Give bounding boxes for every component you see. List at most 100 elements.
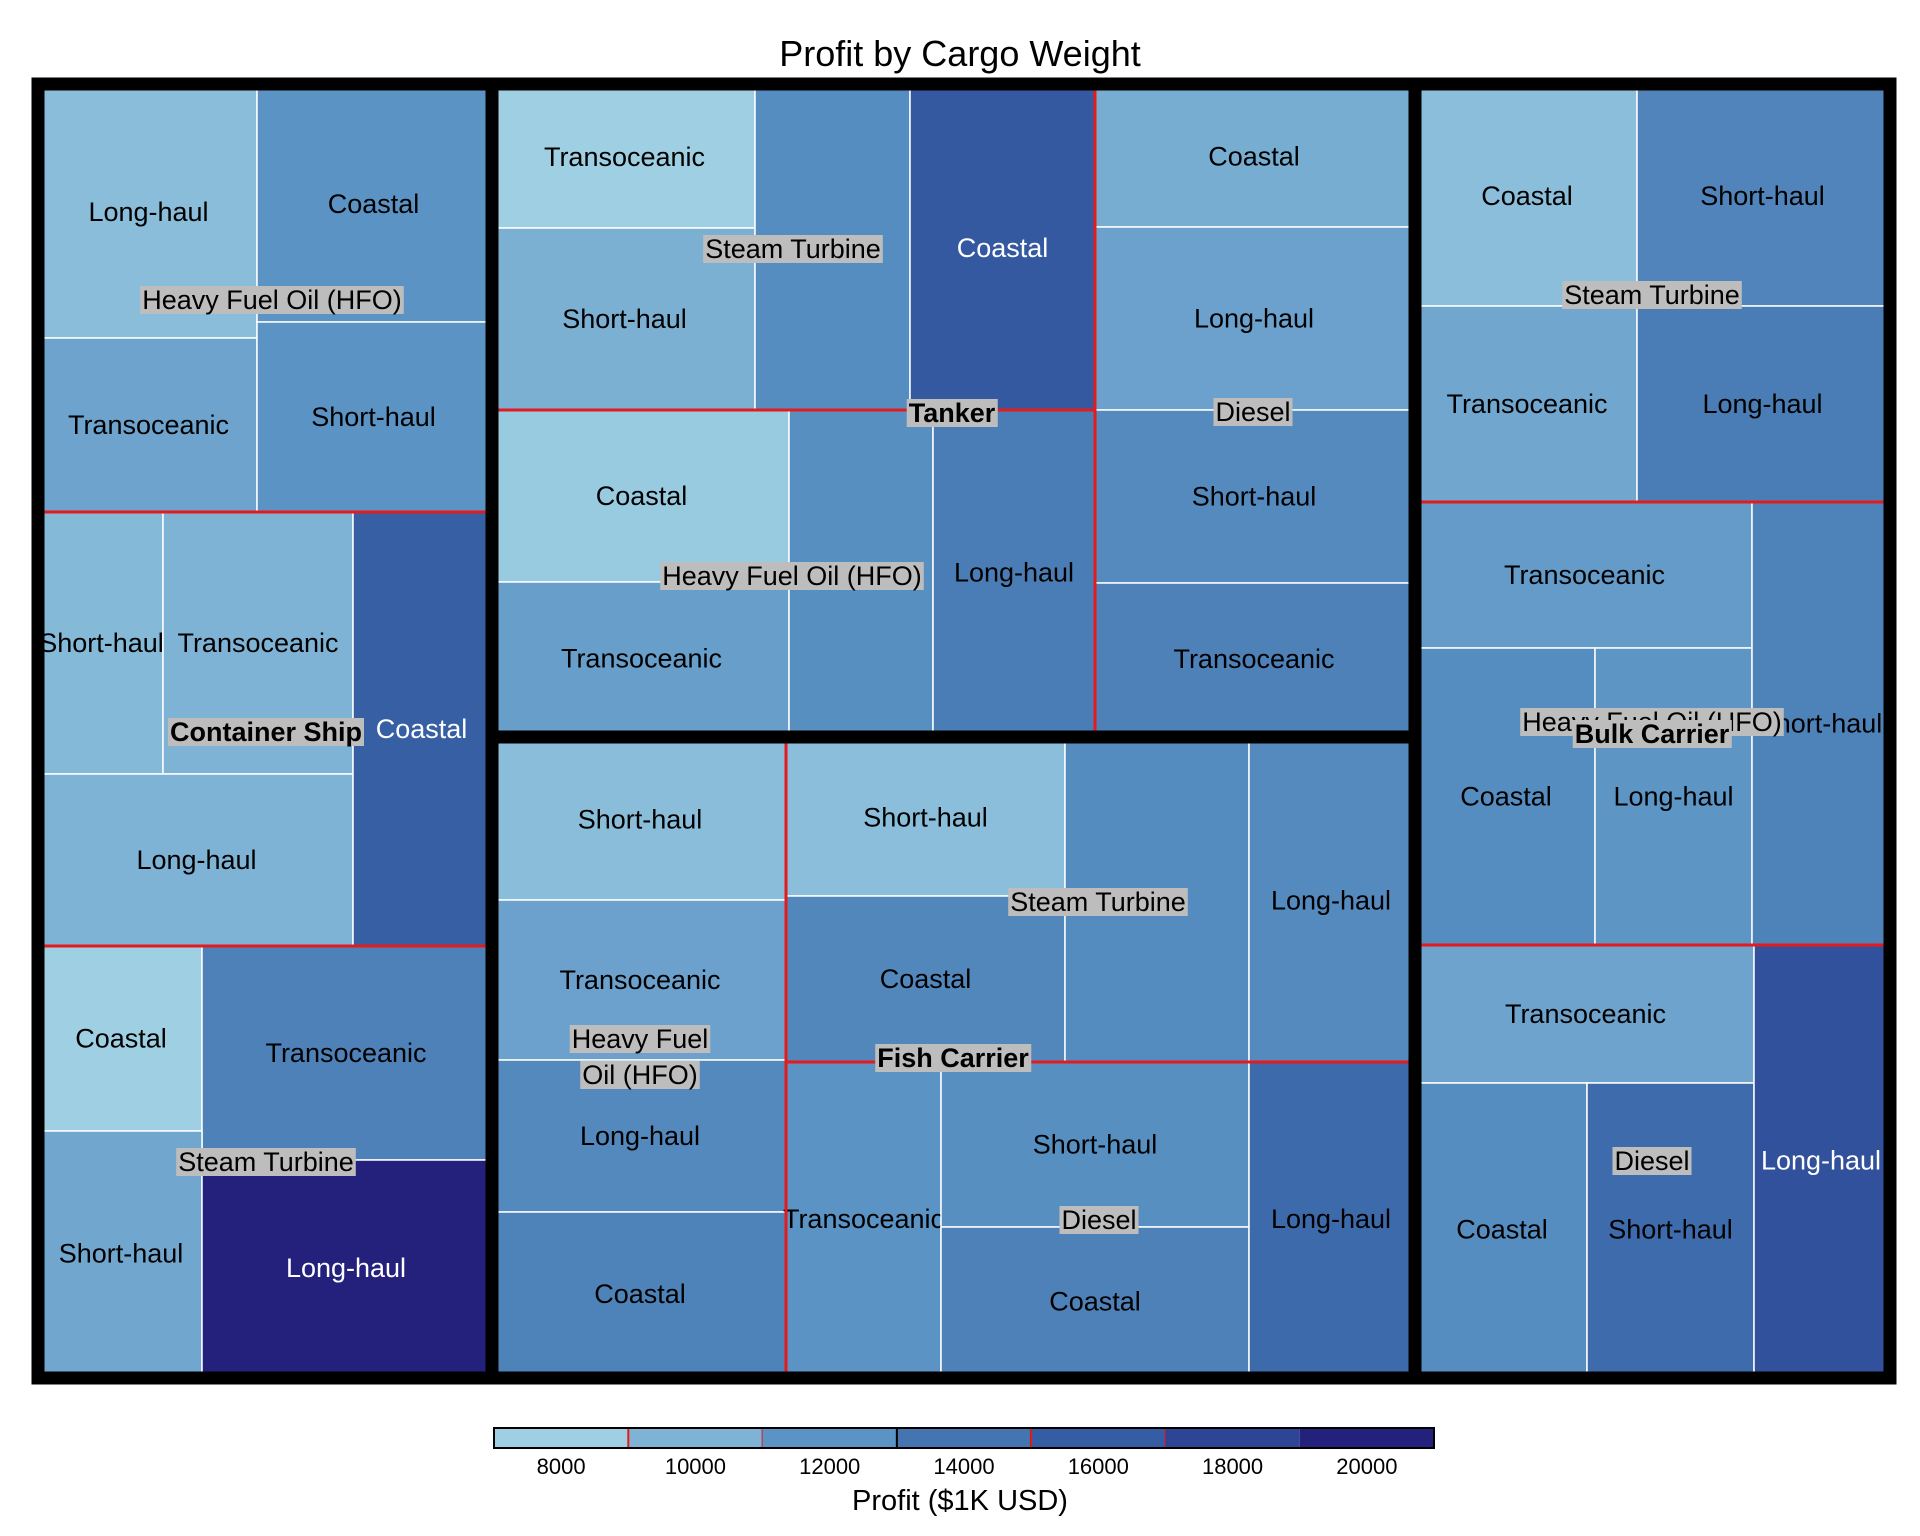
colorbar-tick-label: 10000 bbox=[665, 1454, 726, 1479]
leaf-label: Short-haul bbox=[39, 628, 164, 658]
leaf-label: Short-haul bbox=[1700, 181, 1825, 211]
leaf-label: Transoceanic bbox=[177, 628, 338, 658]
fuel-label-background bbox=[176, 1148, 356, 1176]
leaf-label: Coastal bbox=[1049, 1287, 1141, 1317]
leaf-label: Coastal bbox=[957, 233, 1049, 263]
ship-label-text: Fish Carrier bbox=[877, 1043, 1029, 1073]
leaf-label: Coastal bbox=[1460, 782, 1552, 812]
treemap-cell-container-ship-long-haul bbox=[39, 773, 354, 947]
treemap-cell-fish-carrier-transoceanic bbox=[785, 1061, 942, 1377]
ship-label-text: Tanker bbox=[909, 398, 996, 428]
colorbar-segment bbox=[1030, 1427, 1167, 1449]
leaf-label: Coastal bbox=[1481, 181, 1573, 211]
ship-label-text: Container Ship bbox=[170, 717, 362, 747]
treemap-cell-tanker-coastal bbox=[909, 85, 1096, 411]
treemap-cell-fish-carrier-short-haul bbox=[940, 1061, 1250, 1228]
leaf-label: Long-haul bbox=[1271, 886, 1391, 916]
fuel-label-steam-turbine: Steam Turbine bbox=[1562, 280, 1742, 310]
leaf-label: Short-haul bbox=[311, 402, 436, 432]
leaf-label: Short-haul bbox=[1192, 482, 1317, 512]
leaf-label: Long-haul bbox=[286, 1253, 406, 1283]
treemap-cell-bulk-carrier-short-haul bbox=[1636, 85, 1889, 307]
leaf-label: Long-haul bbox=[580, 1121, 700, 1151]
fuel-label-text: Diesel bbox=[1215, 397, 1290, 427]
leaf-label: Coastal bbox=[328, 189, 420, 219]
colorbar-tick-label: 12000 bbox=[799, 1454, 860, 1479]
leaf-label: Transoceanic bbox=[544, 142, 705, 172]
colorbar: 8000 10000 12000 14000 16000 18000 20000 bbox=[493, 1427, 1435, 1479]
leaf-label: Long-haul bbox=[1194, 304, 1314, 334]
colorbar-segment bbox=[1165, 1428, 1300, 1448]
fuel-label-steam-turbine: Steam Turbine bbox=[703, 234, 883, 264]
treemap-cell-container-ship-coastal bbox=[352, 511, 491, 947]
leaf-label: Long-haul bbox=[136, 845, 256, 875]
leaf-label: Transoceanic bbox=[1446, 389, 1607, 419]
treemap-cell-tanker-long-haul bbox=[932, 409, 1096, 736]
leaf-label: Transoceanic bbox=[1505, 999, 1666, 1029]
fuel-label-text: Heavy Fuel Oil (HFO) bbox=[142, 285, 402, 315]
fuel-label-heavy-fuel-oil-hfo: Heavy Fuel Oil (HFO) bbox=[569, 1024, 711, 1090]
leaf-label: Coastal bbox=[880, 964, 972, 994]
ship-label-text: Bulk Carrier bbox=[1575, 719, 1730, 749]
ship-label-background bbox=[167, 718, 365, 746]
colorbar-label: Profit ($1K USD) bbox=[852, 1485, 1068, 1517]
colorbar-segment bbox=[494, 1428, 629, 1448]
ship-type-borders bbox=[31, 77, 1897, 1385]
treemap-cell-fish-carrier-coastal bbox=[785, 895, 1066, 1063]
colorbar-tick-label: 20000 bbox=[1336, 1454, 1397, 1479]
leaf-label: Coastal bbox=[596, 481, 688, 511]
treemap-leaves: Long-haul Coastal Transoceanic Short-haul Sh… bbox=[39, 85, 1889, 1377]
fuel-label-heavy-fuel-oil-hfo: Heavy Fuel Oil (HFO) bbox=[660, 561, 924, 591]
leaf-label: Transoceanic bbox=[265, 1038, 426, 1068]
colorbar-tick-label: 14000 bbox=[933, 1454, 994, 1479]
leaf-label: Long-haul bbox=[1613, 782, 1733, 812]
fuel-label-background bbox=[660, 562, 924, 590]
fuel-label-text: Steam Turbine bbox=[178, 1147, 354, 1177]
colorbar-segment bbox=[895, 1427, 1033, 1449]
leaf-label: Long-haul bbox=[954, 558, 1074, 588]
treemap-cell-bulk-carrier-long-haul bbox=[1753, 944, 1889, 1377]
colorbar-tick-label: 16000 bbox=[1068, 1454, 1129, 1479]
fuel-label-background bbox=[1213, 398, 1293, 426]
treemap-cell-fish-carrier-long-haul bbox=[1248, 738, 1414, 1063]
leaf-label: Short-haul bbox=[1608, 1215, 1733, 1245]
fuel-label-diesel: Diesel bbox=[1059, 1205, 1139, 1235]
ship-label-tanker: Tanker bbox=[906, 398, 998, 428]
ship-label-background bbox=[1572, 720, 1732, 748]
fuel-label-text: Diesel bbox=[1614, 1146, 1689, 1176]
leaf-label: Coastal bbox=[1456, 1215, 1548, 1245]
treemap-cell-container-ship-long-haul bbox=[201, 1159, 491, 1377]
fuel-label-text: Heavy Fuel bbox=[572, 1024, 709, 1054]
fuel-label-text: Steam Turbine bbox=[1564, 280, 1740, 310]
leaf-label: Transoceanic bbox=[783, 1204, 944, 1234]
treemap-cell-bulk-carrier-long-haul bbox=[1594, 647, 1753, 946]
fuel-label-background bbox=[140, 286, 404, 314]
leaf-label: Transoceanic bbox=[68, 410, 229, 440]
leaf-label: Transoceanic bbox=[1173, 644, 1334, 674]
leaf-label: Transoceanic bbox=[561, 644, 722, 674]
treemap-cell-fish-carrier-coastal bbox=[493, 1211, 787, 1377]
fuel-label-background bbox=[569, 1025, 711, 1053]
leaf-label: Long-haul bbox=[1271, 1204, 1391, 1234]
leaf-label: Coastal bbox=[376, 714, 468, 744]
fuel-label-text: Oil (HFO) bbox=[582, 1060, 697, 1090]
fuel-label-background bbox=[580, 1061, 700, 1089]
leaf-label: Coastal bbox=[594, 1279, 686, 1309]
fuel-label-text: Steam Turbine bbox=[1010, 887, 1186, 917]
colorbar-outline bbox=[493, 1427, 1435, 1449]
ship-label-background bbox=[906, 399, 998, 427]
fuel-label-background bbox=[1008, 888, 1188, 916]
treemap-cell-fish-carrier-coastal bbox=[940, 1226, 1250, 1377]
colorbar-tick-label: 18000 bbox=[1202, 1454, 1263, 1479]
fuel-label-text: Steam Turbine bbox=[705, 234, 881, 264]
fuel-label-background bbox=[1059, 1206, 1139, 1234]
ship-label-container-ship: Container Ship bbox=[167, 717, 365, 747]
colorbar-segment bbox=[1299, 1428, 1434, 1448]
leaf-label: Short-haul bbox=[562, 304, 687, 334]
treemap-cell-container-ship-transoceanic bbox=[39, 337, 258, 513]
fuel-label-background bbox=[1612, 1147, 1692, 1175]
treemap-cell-fish-carrier-short-haul bbox=[493, 738, 787, 901]
colorbar-segment bbox=[762, 1428, 897, 1448]
treemap-cell-bulk-carrier-long-haul bbox=[1636, 305, 1889, 503]
